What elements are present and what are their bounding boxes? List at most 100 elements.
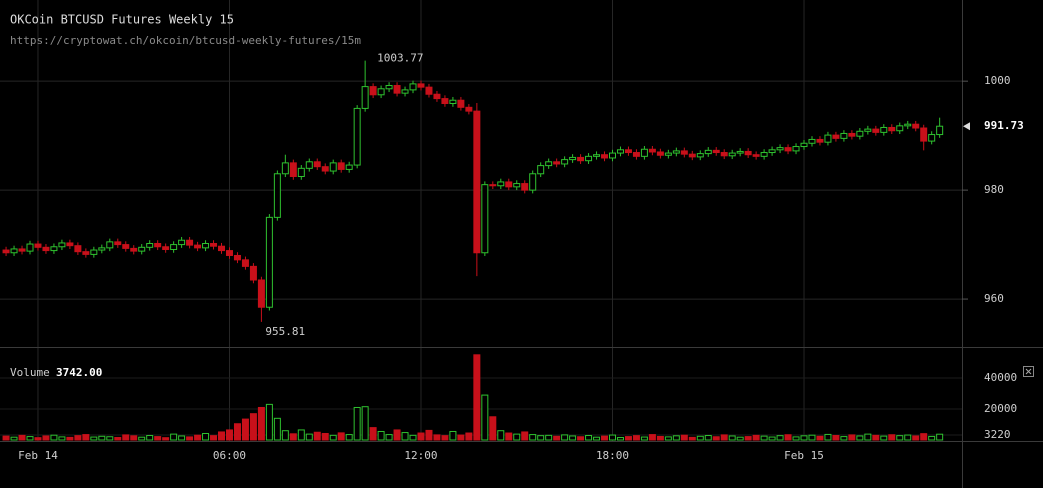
volume-bar [74, 435, 82, 441]
volume-bar [210, 435, 218, 441]
volume-bar [648, 434, 656, 441]
volume-bar [130, 435, 138, 441]
candle-body [792, 146, 800, 152]
volume-bar [18, 434, 26, 441]
volume-bar [178, 435, 186, 441]
candle-body [369, 86, 377, 96]
candle-body [648, 148, 656, 153]
volume-bar [82, 434, 90, 441]
candle-body [401, 89, 409, 94]
volume-bar [449, 430, 457, 441]
candle-body [233, 254, 241, 261]
volume-bar [752, 434, 760, 441]
volume-bar [872, 434, 880, 441]
candle-body [249, 265, 257, 281]
volume-bar [305, 433, 313, 441]
volume-bar [896, 435, 904, 441]
volume-bar [345, 434, 353, 441]
volume-bar [202, 432, 210, 441]
candle-body [640, 148, 648, 157]
y-tick-label: 20000 [984, 402, 1017, 415]
candle-body [74, 245, 82, 253]
candle-body [696, 153, 704, 158]
candle-body [760, 152, 768, 157]
x-tick-label: Feb 15 [784, 449, 824, 462]
candle-body [537, 165, 545, 175]
candle-body [321, 166, 329, 172]
candle-body [832, 134, 840, 139]
candle-body [680, 150, 688, 155]
candle-body [736, 150, 744, 154]
candle-body [521, 183, 529, 191]
candle-body [664, 152, 672, 156]
candle-body [704, 149, 712, 155]
candle-body [808, 138, 816, 144]
candle-body [800, 142, 808, 148]
volume-bar [162, 437, 170, 441]
volume-bar [696, 435, 704, 441]
candle-body [848, 132, 856, 137]
candle-body [768, 149, 776, 154]
candle-body [178, 239, 186, 246]
candle-body [561, 159, 569, 165]
volume-bar [138, 436, 146, 441]
volume-bar [257, 406, 265, 441]
volume-bar [712, 436, 720, 441]
candle-body [353, 107, 361, 166]
volume-bar [624, 436, 632, 441]
candle-body [616, 149, 624, 154]
volume-title: Volume [10, 366, 50, 379]
extreme-label: 955.81 [265, 325, 305, 338]
volume-bar [66, 436, 74, 441]
volume-bar [433, 434, 441, 441]
volume-bar [289, 433, 297, 441]
volume-bar [545, 434, 553, 441]
volume-bar [329, 434, 337, 441]
x-tick-label: 12:00 [404, 449, 437, 462]
candle-body [26, 243, 34, 252]
volume-bar [337, 432, 345, 441]
volume-bar [265, 403, 273, 441]
close-icon [1025, 368, 1032, 375]
close-button[interactable] [1023, 366, 1034, 377]
volume-bar [194, 434, 202, 441]
volume-bar [616, 437, 624, 441]
volume-bar [704, 435, 712, 441]
volume-bar [784, 434, 792, 441]
volume-bar [465, 432, 473, 441]
volume-bar [656, 435, 664, 441]
volume-bar [640, 436, 648, 441]
volume-last: 3742.00 [56, 366, 102, 379]
candle-body [409, 83, 417, 91]
volume-bar [393, 429, 401, 441]
volume-bar [864, 433, 872, 441]
candle-body [154, 242, 162, 248]
volume-bar [10, 436, 18, 441]
volume-bar [489, 416, 497, 441]
candle-body [265, 216, 273, 308]
volume-bar [58, 436, 66, 441]
candle-body [385, 85, 393, 90]
candle-body [840, 132, 848, 139]
volume-bar [936, 433, 944, 441]
volume-bar [106, 436, 114, 441]
candle-body [170, 244, 178, 250]
candle-body [66, 242, 74, 247]
volume-bar [313, 431, 321, 441]
candle-body [920, 127, 928, 142]
candle-body [106, 241, 114, 249]
volume-bar [856, 435, 864, 441]
volume-bar [688, 436, 696, 441]
candle-body [329, 162, 337, 172]
volume-bar [321, 432, 329, 441]
volume-bar [537, 435, 545, 441]
candle-body [497, 181, 505, 187]
candle-body [784, 147, 792, 152]
volume-bar [497, 430, 505, 441]
volume-bar [505, 432, 513, 441]
volume-bar [369, 427, 377, 441]
candle-body [58, 242, 66, 248]
candle-body [42, 246, 50, 252]
candle-body [577, 156, 585, 162]
candle-body [122, 244, 130, 249]
